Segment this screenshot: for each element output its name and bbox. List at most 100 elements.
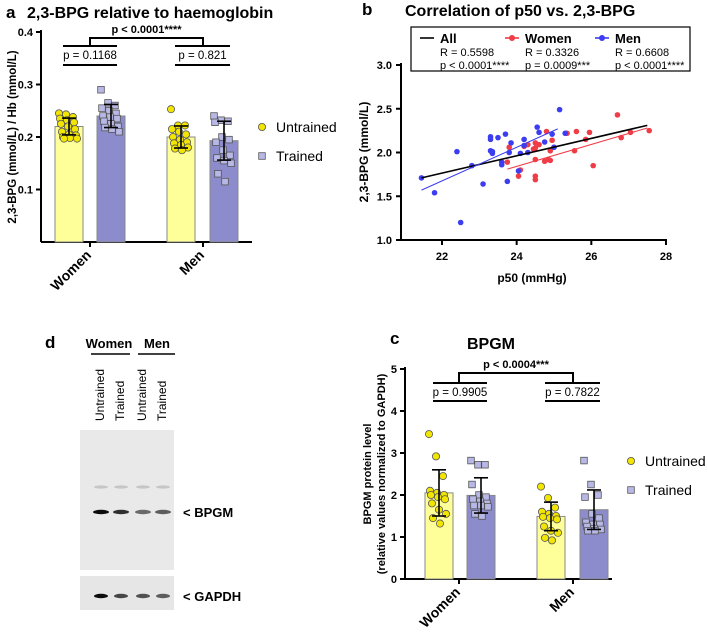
y-tick-label: 0 [391,574,397,586]
data-point [115,128,123,136]
y-axis-label: BPGM protein level [362,424,374,525]
legend-men-label: Men [615,31,641,46]
data-point [108,125,116,133]
point-men [457,219,464,226]
y-tick-label: 1 [391,532,397,544]
data-point [481,461,489,469]
point-men [504,178,511,185]
x-tick-label: Women [47,247,94,294]
data-point [227,159,235,167]
data-point [212,138,220,146]
data-point [225,135,233,144]
data-point [221,177,229,186]
data-point [546,514,555,523]
group-p-value: p = 0.1168 [63,50,117,62]
band-bpgm [113,509,129,515]
lane-label: Trained [113,381,127,421]
data-point [435,519,444,528]
legend-r-value: R = 0.5598 [440,47,494,59]
point-women [532,176,539,183]
y-tick-label: 2.5 [377,104,392,116]
point-women [532,145,539,151]
point-women [506,144,512,151]
legend-untrained-label: Untrained [276,119,337,135]
y-tick-label: 3.0 [377,60,392,72]
data-point [471,510,479,518]
y-tick-label: 0.2 [18,132,33,144]
y-tick-label: 0.3 [18,80,33,92]
data-point [57,119,66,128]
x-tick-label: 26 [585,251,597,263]
data-point [591,527,599,535]
y-tick-label: 3 [391,448,397,460]
point-men [521,136,527,143]
y-axis-label: 2,3-BPG (mmol/L) [357,102,371,203]
data-point [544,493,553,502]
overall-p-value: p < 0.0001**** [111,24,182,36]
point-men [431,189,438,196]
legend-untrained-marker [257,123,266,132]
band-gapdh [136,593,150,599]
y-tick-label: 0.4 [18,27,34,39]
legend-trained-marker [258,152,266,160]
group-label-men: Men [144,336,170,351]
point-women [586,129,593,136]
legend-p-value: p < 0.0001**** [440,60,510,72]
data-point [73,134,82,143]
data-point [100,117,108,125]
band-nonspecific [114,485,128,489]
band-gapdh [94,593,108,599]
group-label-women: Women [86,336,133,351]
point-men [556,106,563,113]
data-point [424,430,433,439]
data-point [540,522,549,531]
y-axis-label: 2,3-BPG (mmol/L) / Hb (mmol/L) [7,50,19,223]
y-axis-label: (relative values normalized to GAPDH) [376,373,388,574]
data-point [167,125,176,134]
panel-a-title: 2,3-BPG relative to haemoglobin [27,5,273,22]
data-point [594,491,602,499]
legend-trained-marker [627,486,635,494]
data-point [427,499,436,508]
point-women [545,156,552,163]
point-women [536,141,542,148]
panel-b-title: Correlation of p50 vs. 2,3-BPG [405,3,635,20]
point-women [614,112,621,118]
y-tick-label: 4 [391,406,398,418]
panel-letter-d: d [45,333,55,352]
data-point [210,112,218,120]
panel-letter-c: c [390,329,399,348]
y-tick-label: 0.1 [18,185,33,197]
y-tick-label: 5 [391,364,397,376]
data-point [438,472,447,481]
lane-label: Trained [155,381,169,421]
panel-letter-b: b [362,0,372,19]
band-gapdh [156,593,170,599]
fit-line-men [421,128,558,191]
band-bpgm [135,509,151,515]
group-p-value: p = 0.7822 [545,387,600,399]
point-men [502,131,509,137]
lane-label: Untrained [93,369,107,421]
point-men [562,130,568,137]
data-point [474,461,482,469]
legend-r-value: R = 0.3326 [525,47,579,59]
point-women [590,162,596,169]
point-women [549,137,555,144]
data-point [595,514,603,522]
overall-p-value: p < 0.0004*** [483,359,549,371]
data-point [551,503,560,512]
x-tick-label: Men [176,247,207,278]
data-point [113,114,121,123]
data-point [468,480,476,489]
data-point [431,452,440,461]
data-point [580,456,588,465]
point-men [541,139,548,145]
data-point [469,495,477,503]
data-point [584,527,592,535]
legend-p-value: p = 0.0009*** [525,60,591,72]
point-men [480,181,486,187]
blot-bpgm [80,430,174,570]
band-nonspecific [156,485,170,489]
